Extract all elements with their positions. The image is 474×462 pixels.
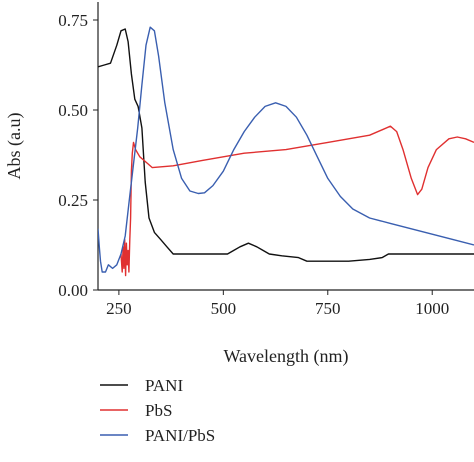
tick-layer: 250 500 750 1000 0.00 0.25 0.50 0.75 [58,11,449,318]
legend-label: PANI/PbS [145,426,215,445]
chart-axes [97,2,474,291]
y-axis-title: Abs (a.u) [4,113,25,180]
legend-label: PANI [145,376,183,395]
series-line-pani-pbs [98,26,474,273]
series-line-pbs [120,125,474,277]
x-tick-label: 1000 [415,299,449,318]
y-tick-label: 0.75 [58,11,88,30]
x-axis-title: Wavelength (nm) [223,346,348,367]
x-tick-label: 500 [211,299,237,318]
y-tick-label: 0.25 [58,191,88,210]
legend-label: PbS [145,401,172,420]
legend: PANI PbS PANI/PbS [100,376,215,445]
y-tick-label: 0.00 [58,281,88,300]
y-tick-label: 0.50 [58,101,88,120]
series-line-pani [98,28,474,262]
x-tick-label: 750 [315,299,341,318]
x-tick-label: 250 [106,299,132,318]
series-layer [98,26,474,277]
